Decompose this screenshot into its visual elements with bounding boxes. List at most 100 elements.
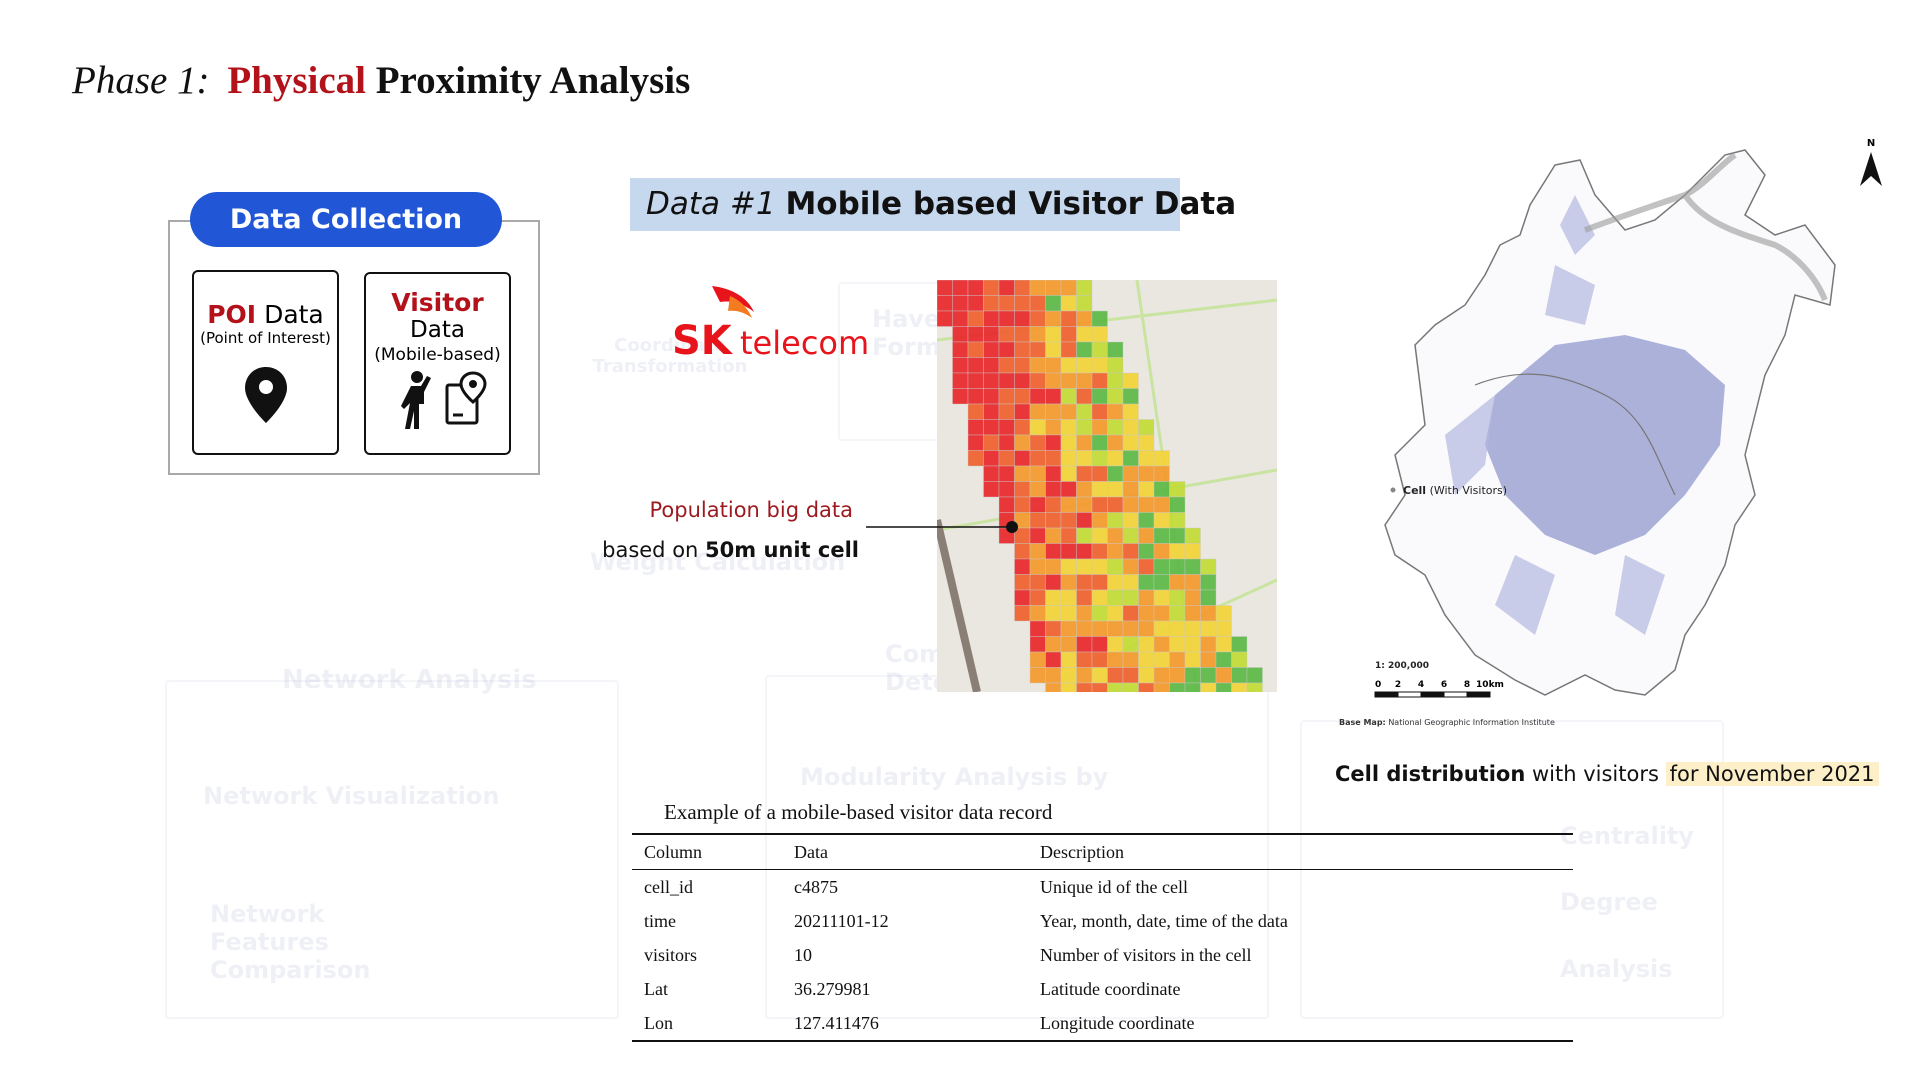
heat-cell — [1060, 682, 1077, 692]
scale-segment — [1420, 691, 1445, 698]
table-cell: Lon — [644, 1012, 673, 1033]
table-row: Lon 127.411476 Longitude coordinate — [632, 1006, 1573, 1041]
heat-cell — [967, 310, 984, 327]
heat-cell — [1060, 558, 1077, 575]
heat-cell — [1091, 589, 1108, 606]
ghost-text: Centrality — [1560, 822, 1695, 850]
poi-sub: (Point of Interest) — [200, 329, 331, 347]
heat-cell — [1076, 558, 1093, 575]
heat-cell — [1060, 496, 1077, 513]
table-cell: Unique id of the cell — [1040, 876, 1188, 897]
heat-cell — [1045, 605, 1062, 622]
heat-cell — [1014, 558, 1031, 575]
heat-cell — [1045, 667, 1062, 684]
heat-cell — [1138, 512, 1155, 529]
heat-cell — [1060, 481, 1077, 498]
heat-cell — [1029, 295, 1046, 312]
heat-cell — [1029, 574, 1046, 591]
heat-cell — [1153, 512, 1170, 529]
heat-cell — [1122, 558, 1139, 575]
heat-cell — [937, 310, 953, 327]
heat-cell — [1138, 558, 1155, 575]
heat-cell — [1076, 280, 1093, 296]
heat-cell — [1029, 465, 1046, 482]
heat-cell — [1014, 310, 1031, 327]
heat-cell — [1153, 605, 1170, 622]
heat-cell — [998, 465, 1015, 482]
heat-cell — [1045, 388, 1062, 405]
logo-telecom: telecom — [740, 324, 869, 362]
table-cell: 20211101-12 — [794, 910, 889, 931]
heat-cell — [1076, 419, 1093, 436]
heat-cell — [1076, 682, 1093, 692]
heat-cell — [1122, 372, 1139, 389]
heat-cell — [1169, 543, 1186, 560]
note-line1: Population big data — [649, 498, 853, 522]
scale-tick-label: 8 — [1464, 680, 1470, 690]
heat-cell — [967, 295, 984, 312]
heat-cell — [1107, 651, 1124, 668]
heat-cell — [1107, 543, 1124, 560]
heat-cell — [1060, 280, 1077, 296]
ghost-text: Network Features Comparison — [210, 900, 371, 984]
collection-pill: Data Collection — [190, 192, 502, 247]
base-map: Base Map: National Geographic Informatio… — [1339, 718, 1555, 727]
heat-cell — [952, 357, 969, 374]
heat-cell — [1138, 574, 1155, 591]
heatmap — [937, 280, 1277, 692]
heat-cell — [952, 280, 969, 296]
caption-mid: with visitors — [1531, 762, 1659, 786]
heat-cell — [1200, 589, 1217, 606]
heat-cell — [1091, 636, 1108, 653]
heat-cell — [1014, 434, 1031, 451]
heat-cell — [1045, 481, 1062, 498]
heat-cell — [1169, 481, 1186, 498]
heat-cell — [1014, 465, 1031, 482]
data-table: Column Data Description cell_id c4875 Unique … — [632, 833, 1573, 1042]
heat-cell — [1060, 388, 1077, 405]
heat-cell — [1153, 558, 1170, 575]
note-prefix: based on — [602, 538, 699, 562]
heat-cell — [1076, 465, 1093, 482]
heat-cell — [1091, 620, 1108, 637]
heat-cell — [1169, 496, 1186, 513]
heat-cell — [1014, 341, 1031, 358]
heat-cell — [1138, 419, 1155, 436]
map-caption: Cell distribution with visitors for Nove… — [1335, 762, 1879, 786]
heat-cell — [1014, 372, 1031, 389]
column-header: Column — [644, 841, 703, 862]
visitor-bold: Visitor — [391, 288, 484, 317]
heat-cell — [1076, 310, 1093, 327]
heat-cell — [983, 372, 1000, 389]
heat-cell — [998, 326, 1015, 343]
heat-cell — [998, 357, 1015, 374]
heat-cell — [1060, 326, 1077, 343]
heat-cell — [1122, 543, 1139, 560]
heat-cell — [1246, 667, 1263, 684]
heat-cell — [1014, 295, 1031, 312]
heat-cell — [1029, 651, 1046, 668]
heat-cell — [1045, 280, 1062, 296]
heat-cell — [1107, 481, 1124, 498]
heat-cell — [1107, 636, 1124, 653]
heat-cell — [1029, 667, 1046, 684]
heat-cell — [1076, 434, 1093, 451]
heat-cell — [1045, 682, 1062, 692]
poi-text: Data — [264, 300, 324, 329]
heat-cell — [967, 326, 984, 343]
table-cell: cell_id — [644, 876, 693, 897]
heat-cell — [1045, 419, 1062, 436]
heat-cell — [967, 419, 984, 436]
heat-cell — [1060, 620, 1077, 637]
heat-cell — [998, 419, 1015, 436]
legend-rest: (With Visitors) — [1430, 484, 1507, 497]
heat-cell — [1076, 450, 1093, 467]
heat-cell — [1122, 403, 1139, 420]
legend: Cell (With Visitors) — [1403, 484, 1507, 497]
heat-cell — [1122, 651, 1139, 668]
heat-cell — [1153, 589, 1170, 606]
heat-cell — [1122, 434, 1139, 451]
heat-cell — [1122, 527, 1139, 544]
heat-cell — [1107, 372, 1124, 389]
heat-cell — [1184, 589, 1201, 606]
